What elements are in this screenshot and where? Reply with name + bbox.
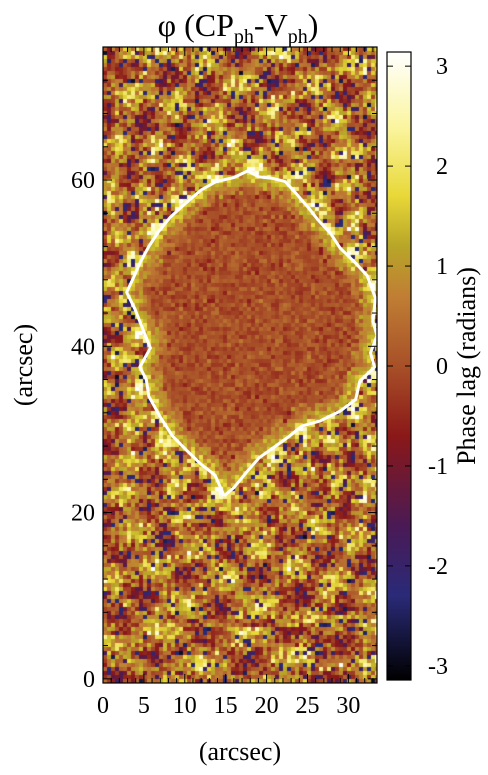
x-tick-label: 10 <box>173 693 197 719</box>
colorbar-axis: 3 2 1 0 -1 -2 -3 <box>387 54 448 680</box>
colorbar-tick-label: 0 <box>436 354 448 380</box>
chart-title: φ (CPph-Vph) <box>158 7 319 48</box>
colorbar-tick-label: 3 <box>436 54 448 80</box>
y-axis-label: (arcsec) <box>9 324 38 406</box>
heatmap-image <box>103 47 377 683</box>
colorbar-tick-label: -3 <box>428 654 448 680</box>
plot-frame <box>102 46 378 684</box>
x-tick-label: 30 <box>336 693 360 719</box>
umbra-boundary-contour <box>125 169 377 498</box>
heatmap-raster <box>103 47 377 683</box>
x-tick-label: 0 <box>97 693 109 719</box>
y-tick-label: 20 <box>71 501 95 527</box>
x-tick-label: 15 <box>214 693 238 719</box>
title-symbol: φ <box>158 7 176 43</box>
x-axis-label: (arcsec) <box>199 737 281 766</box>
title-sub1: ph <box>234 26 254 48</box>
y-tick-label: 40 <box>71 334 95 360</box>
colorbar-label: Phase lag (radians) <box>452 267 481 465</box>
colorbar-tick-label: -2 <box>428 554 448 580</box>
colorbar-tick-label: 1 <box>436 254 448 280</box>
colorbar-tick-label: 2 <box>436 154 448 180</box>
x-tick-label: 25 <box>295 693 319 719</box>
y-tick-label: 60 <box>71 168 95 194</box>
title-sub2: ph <box>288 26 308 48</box>
y-tick-label: 0 <box>83 667 95 693</box>
plot-axes: 0 5 10 15 20 25 30 0 20 40 60 <box>71 46 377 719</box>
title-mid: -V <box>254 7 288 43</box>
title-open: (CP <box>176 7 234 43</box>
colorbar-tick-label: -1 <box>428 454 448 480</box>
x-tick-label: 20 <box>255 693 279 719</box>
x-tick-label: 5 <box>138 693 150 719</box>
title-close: ) <box>308 7 319 43</box>
